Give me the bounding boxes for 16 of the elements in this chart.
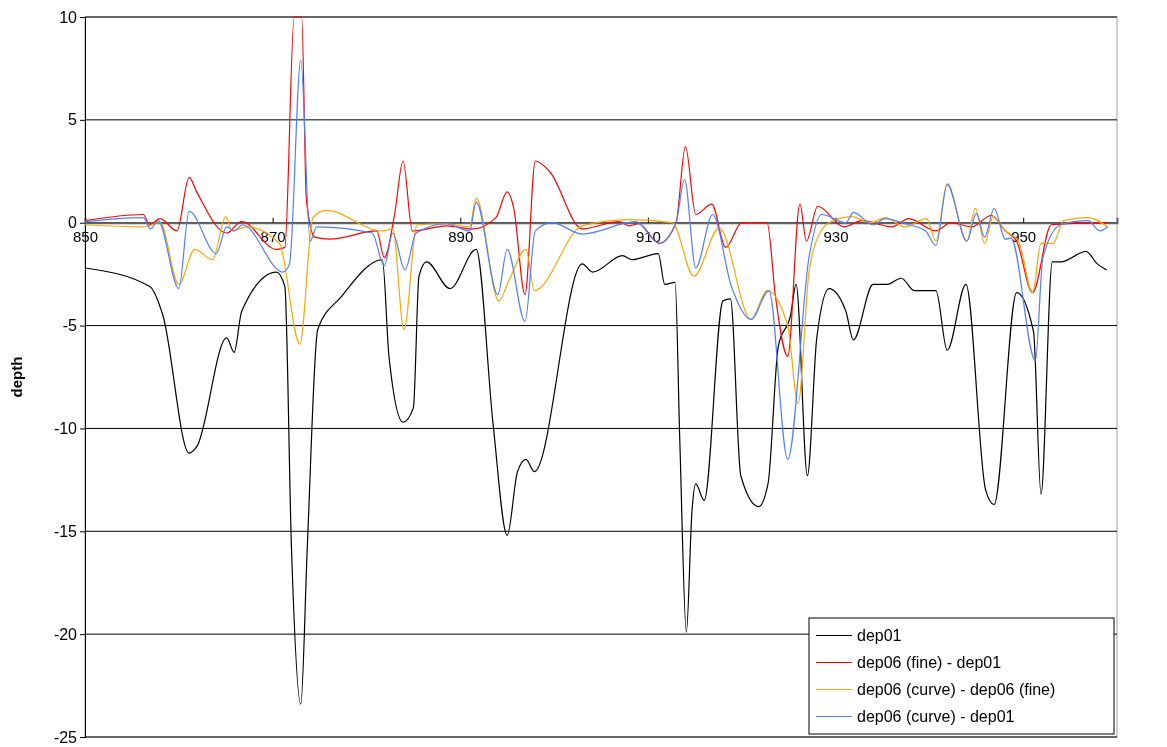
- x-tick-label: 930: [823, 227, 849, 245]
- legend-label: dep01: [857, 627, 902, 645]
- y-tick-label: -15: [53, 522, 78, 540]
- legend-label: dep06 (fine) - dep01: [857, 654, 1002, 672]
- y-axis-title: depth: [8, 356, 25, 398]
- x-tick-label: 950: [1011, 227, 1037, 245]
- y-tick-label: -20: [53, 625, 78, 643]
- y-tick-label: -10: [53, 420, 78, 438]
- x-tick-label: 890: [448, 227, 474, 245]
- legend-label: dep06 (curve) - dep06 (fine): [857, 681, 1056, 699]
- y-tick-label: 10: [59, 8, 78, 26]
- legend-label: dep06 (curve) - dep01: [857, 708, 1015, 726]
- y-tick-label: -5: [62, 317, 78, 335]
- y-tick-label: -25: [53, 728, 78, 746]
- y-tick-label: 5: [68, 111, 78, 129]
- y-tick-label: 0: [68, 214, 78, 232]
